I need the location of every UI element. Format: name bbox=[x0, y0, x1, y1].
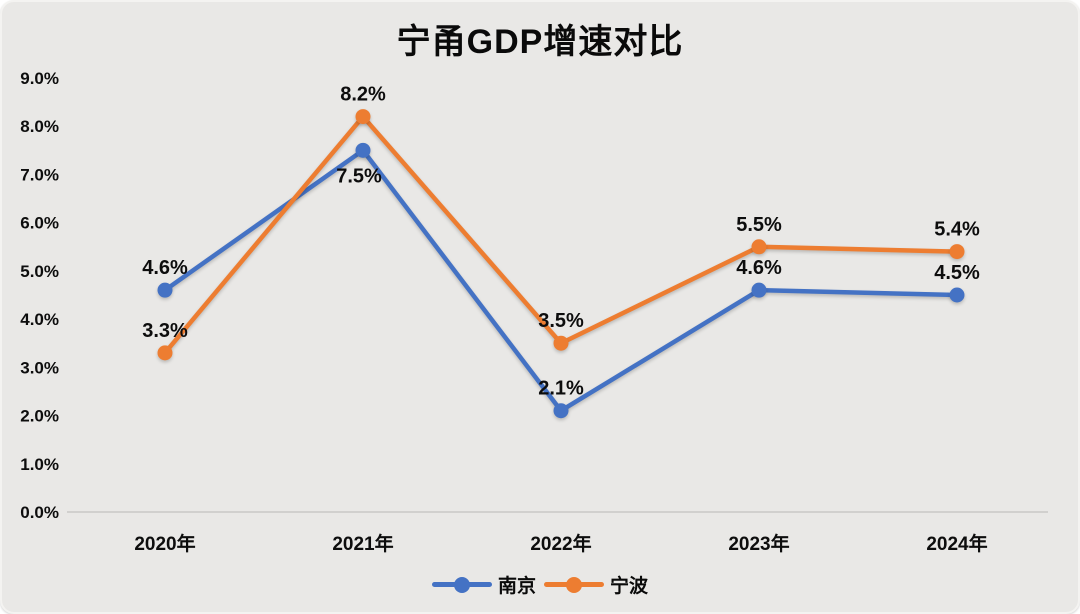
data-point-label-nanjing: 2.1% bbox=[538, 378, 584, 400]
data-point-marker-nanjing bbox=[157, 282, 173, 298]
data-point-marker-nanjing bbox=[553, 403, 569, 419]
legend-line-marker-icon bbox=[431, 576, 492, 593]
data-point-marker-nanjing bbox=[355, 142, 371, 158]
x-axis-label: 2021年 bbox=[332, 532, 393, 555]
y-tick-label: 5.0% bbox=[20, 262, 59, 281]
data-point-marker-ningbo bbox=[157, 345, 173, 361]
legend-dot-icon bbox=[566, 576, 582, 593]
data-point-marker-nanjing bbox=[949, 287, 965, 303]
y-tick-label: 6.0% bbox=[20, 214, 59, 233]
y-tick-label: 0.0% bbox=[20, 503, 59, 522]
y-tick-label: 1.0% bbox=[20, 455, 59, 474]
data-point-marker-ningbo bbox=[949, 244, 965, 260]
legend-line-marker-icon bbox=[544, 576, 604, 593]
data-point-label-nanjing: 4.5% bbox=[934, 262, 980, 284]
data-point-marker-ningbo bbox=[751, 239, 767, 255]
y-tick-label: 9.0% bbox=[20, 69, 59, 88]
data-point-marker-nanjing bbox=[751, 282, 767, 298]
y-tick-label: 3.0% bbox=[20, 358, 59, 377]
chart-title: 宁甬GDP增速对比 bbox=[396, 23, 684, 61]
data-point-label-ningbo: 5.4% bbox=[934, 219, 980, 241]
x-axis-label: 2022年 bbox=[530, 532, 591, 555]
data-point-label-nanjing: 4.6% bbox=[736, 257, 782, 279]
data-point-label-nanjing: 7.5% bbox=[336, 165, 382, 187]
legend-item-nanjing: 南京 bbox=[431, 571, 536, 598]
legend: 南京 宁波 bbox=[2, 571, 1078, 598]
data-point-label-ningbo: 3.3% bbox=[142, 320, 188, 342]
y-tick-label: 8.0% bbox=[20, 117, 59, 136]
data-point-label-ningbo: 3.5% bbox=[538, 310, 584, 332]
legend-label: 南京 bbox=[497, 576, 536, 597]
x-axis-label: 2023年 bbox=[728, 532, 789, 555]
data-point-label-ningbo: 8.2% bbox=[340, 84, 386, 106]
data-point-marker-ningbo bbox=[553, 335, 569, 351]
legend-item-ningbo: 宁波 bbox=[544, 571, 648, 598]
x-axis-label: 2020年 bbox=[134, 532, 195, 555]
data-point-marker-ningbo bbox=[355, 109, 371, 125]
legend-dot-icon bbox=[453, 576, 470, 593]
y-tick-label: 4.0% bbox=[20, 310, 59, 329]
x-axis-label: 2024年 bbox=[926, 532, 987, 555]
data-point-label-nanjing: 4.6% bbox=[142, 257, 188, 279]
series-line-nanjing bbox=[162, 148, 960, 413]
y-tick-label: 2.0% bbox=[20, 407, 59, 426]
y-tick-label: 7.0% bbox=[20, 165, 59, 184]
legend-label: 宁波 bbox=[610, 576, 649, 597]
data-point-label-ningbo: 5.5% bbox=[736, 214, 782, 236]
